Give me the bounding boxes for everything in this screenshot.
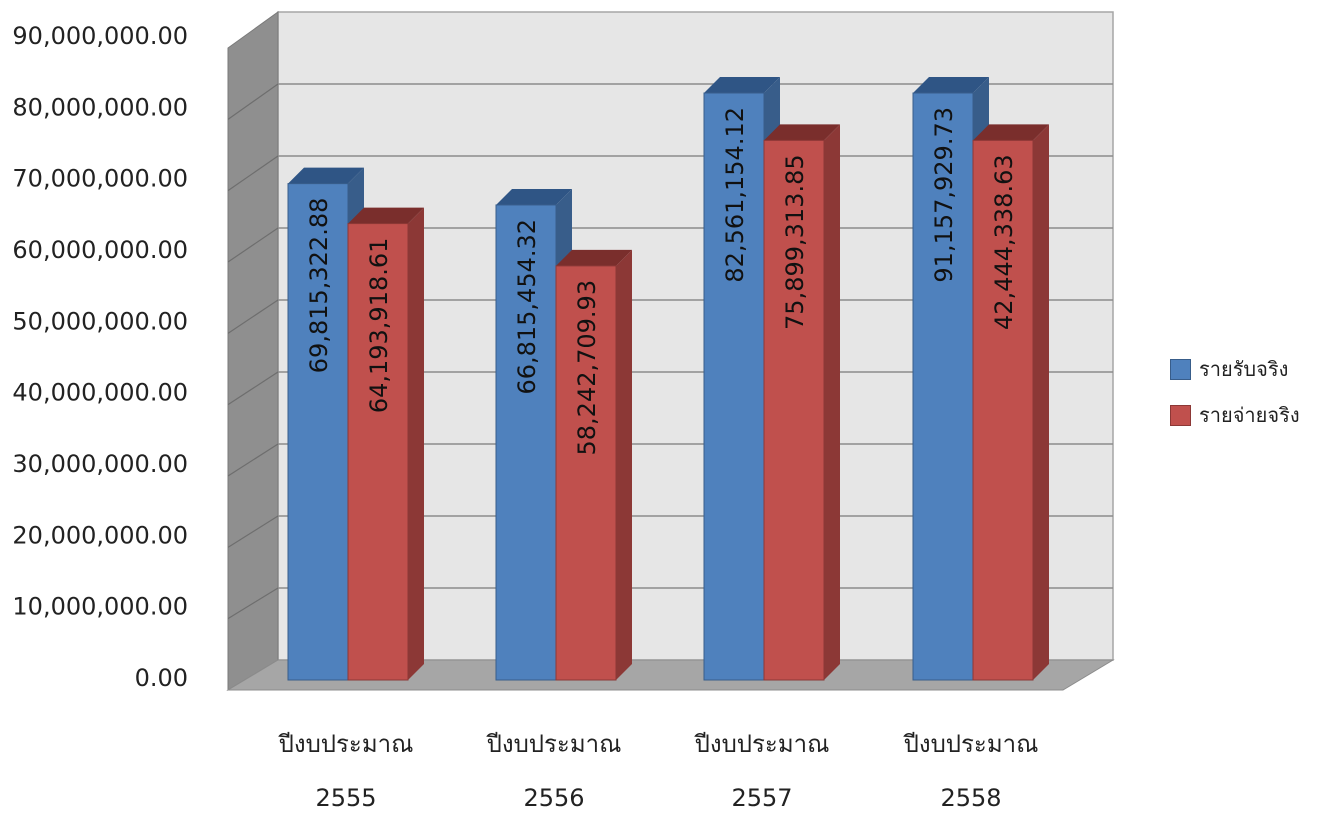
gridline-side <box>227 155 279 192</box>
legend-item-income: รายรับจริง <box>1170 352 1300 386</box>
bar <box>495 204 557 681</box>
bar-top <box>704 77 780 93</box>
x-tick-label: 2558 <box>940 784 1001 812</box>
x-tick-label: 2555 <box>315 784 376 812</box>
bar-top <box>764 124 840 141</box>
bar-top <box>496 188 572 205</box>
y-tick-label: 70,000,000.00 <box>12 165 188 193</box>
data-label: 58,242,709.93 <box>573 280 601 456</box>
y-tick-label: 50,000,000.00 <box>12 307 188 335</box>
data-label: 42,444,338.63 <box>990 154 1018 330</box>
bar-top <box>348 207 424 224</box>
data-label: 64,193,918.61 <box>365 238 393 414</box>
gridline-side <box>227 83 279 120</box>
y-tick-label: 60,000,000.00 <box>12 236 188 264</box>
legend-item-expense: รายจ่ายจริง <box>1170 398 1300 432</box>
data-label: 66,815,454.32 <box>513 219 541 395</box>
y-tick-label: 90,000,000.00 <box>12 22 188 50</box>
data-label: 75,899,313.85 <box>781 154 809 330</box>
floor <box>226 659 1115 691</box>
data-label: 91,157,929.73 <box>930 107 958 283</box>
bar <box>287 183 349 681</box>
bar <box>555 265 617 681</box>
x-tick-label: ปีงบประมาณ <box>486 730 622 758</box>
bar-top <box>973 124 1049 141</box>
bar-top <box>556 249 632 266</box>
x-tick-label: ปีงบประมาณ <box>278 730 414 758</box>
bar <box>347 223 409 681</box>
bar <box>763 139 825 681</box>
bar-side <box>408 207 424 680</box>
gridline-side <box>227 371 279 406</box>
legend: รายรับจริง รายจ่ายจริง <box>1170 352 1300 444</box>
bar-top <box>288 167 364 184</box>
legend-swatch-income <box>1170 358 1191 380</box>
bar-side <box>824 124 840 681</box>
x-tick-label: ปีงบประมาณ <box>694 730 830 758</box>
gridline-side <box>227 443 279 477</box>
x-tick-label: 2557 <box>731 784 792 812</box>
gridline-side <box>227 299 279 334</box>
x-tick-label: 2556 <box>523 784 584 812</box>
bar-side <box>616 249 632 680</box>
y-tick-label: 40,000,000.00 <box>12 379 188 407</box>
y-tick-label: 80,000,000.00 <box>12 93 188 121</box>
bar <box>972 139 1034 681</box>
legend-swatch-expense <box>1170 404 1191 426</box>
legend-label-expense: รายจ่ายจริง <box>1199 403 1300 427</box>
y-tick-label: 0.00 <box>135 664 188 692</box>
gridline-side <box>227 587 279 620</box>
y-tick-label: 20,000,000.00 <box>12 521 188 549</box>
legend-label-income: รายรับจริง <box>1199 357 1289 381</box>
y-tick-label: 30,000,000.00 <box>12 450 188 478</box>
bar-top <box>913 77 989 93</box>
bar <box>912 92 974 681</box>
gridline-side <box>227 227 279 263</box>
y-tick-label: 10,000,000.00 <box>12 593 188 621</box>
x-tick-label: ปีงบประมาณ <box>903 730 1039 758</box>
bar-side <box>1033 124 1049 681</box>
gridline-side <box>227 515 279 548</box>
data-label: 82,561,154.12 <box>721 107 749 283</box>
data-label: 69,815,322.88 <box>305 198 333 374</box>
bar <box>703 92 765 681</box>
